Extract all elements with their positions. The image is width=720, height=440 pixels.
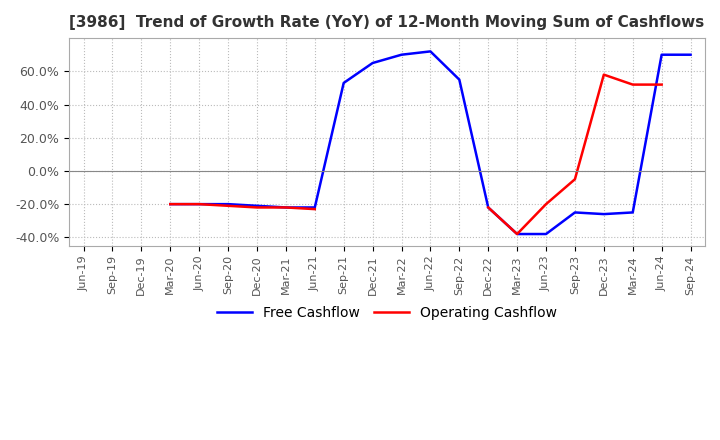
- Free Cashflow: [310, 205, 319, 210]
- Free Cashflow: [368, 60, 377, 66]
- Free Cashflow: [629, 210, 637, 215]
- Free Cashflow: [600, 212, 608, 217]
- Free Cashflow: [513, 231, 521, 237]
- Free Cashflow: [541, 231, 550, 237]
- Operating Cashflow: [195, 202, 204, 207]
- Free Cashflow: [253, 203, 261, 209]
- Free Cashflow: [455, 77, 464, 82]
- Line: Operating Cashflow: Operating Cashflow: [170, 204, 315, 209]
- Line: Free Cashflow: Free Cashflow: [170, 51, 690, 234]
- Free Cashflow: [397, 52, 406, 57]
- Free Cashflow: [282, 205, 290, 210]
- Operating Cashflow: [310, 206, 319, 212]
- Operating Cashflow: [166, 202, 174, 207]
- Free Cashflow: [166, 202, 174, 207]
- Free Cashflow: [195, 202, 204, 207]
- Free Cashflow: [224, 202, 233, 207]
- Free Cashflow: [657, 52, 666, 57]
- Operating Cashflow: [224, 203, 233, 209]
- Title: [3986]  Trend of Growth Rate (YoY) of 12-Month Moving Sum of Cashflows: [3986] Trend of Growth Rate (YoY) of 12-…: [69, 15, 705, 30]
- Free Cashflow: [571, 210, 580, 215]
- Free Cashflow: [426, 49, 435, 54]
- Operating Cashflow: [253, 205, 261, 210]
- Free Cashflow: [339, 80, 348, 85]
- Operating Cashflow: [282, 205, 290, 210]
- Legend: Free Cashflow, Operating Cashflow: Free Cashflow, Operating Cashflow: [212, 301, 562, 326]
- Free Cashflow: [686, 52, 695, 57]
- Free Cashflow: [484, 205, 492, 210]
